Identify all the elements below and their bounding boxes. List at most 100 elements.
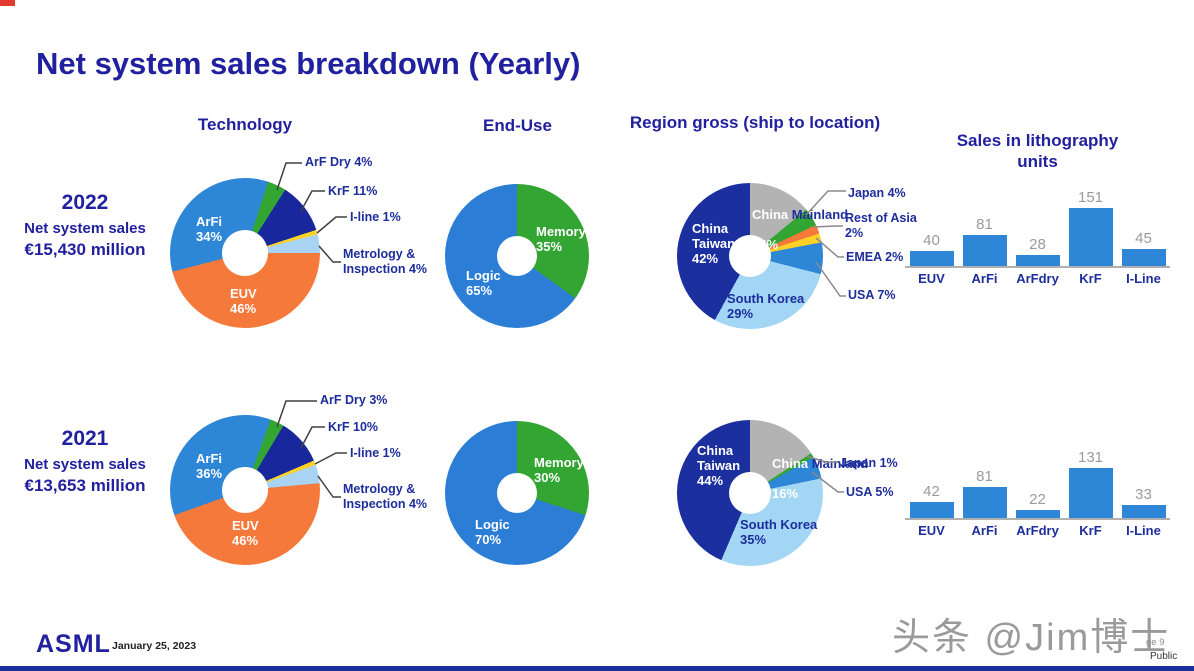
leader-line xyxy=(316,216,347,234)
bar xyxy=(1068,208,1113,266)
footer-date: January 25, 2023 xyxy=(112,640,197,652)
column-header-region: Region gross (ship to location) xyxy=(629,113,881,132)
technology-pie-2021-hole xyxy=(222,467,268,513)
region-pie-2021-hole xyxy=(729,472,771,514)
region-2021-usa-callout: USA 5% xyxy=(846,485,894,499)
technology-2022-iline-callout: I-line 1% xyxy=(350,210,401,224)
page-number: ge 9 xyxy=(1146,637,1165,648)
net-system-sales-label-2021: Net system sales xyxy=(24,456,146,473)
bar-category-label: ArFi xyxy=(971,523,998,538)
bar-column: 81 xyxy=(958,468,1011,518)
bar-category-label: KrF xyxy=(1079,523,1102,538)
bar xyxy=(1121,505,1166,518)
bar xyxy=(1015,255,1060,266)
leader-line xyxy=(314,452,347,465)
bar-value-label: 81 xyxy=(976,468,993,485)
bar xyxy=(1121,249,1166,266)
net-system-sales-label-2022: Net system sales xyxy=(24,220,146,237)
litho-units-bar-chart-2022: 40 81 28 151 45 xyxy=(905,186,1170,268)
column-header-technology: Technology xyxy=(197,115,293,134)
year-2022: 2022 xyxy=(61,191,109,214)
bar xyxy=(962,235,1007,266)
technology-2022-arf-dry-callout: ArF Dry 4% xyxy=(305,155,373,169)
region-pie-2022-hole xyxy=(729,235,771,277)
end-use-2021-memory-label: Memory 30% xyxy=(534,455,584,485)
bar-category-label: ArFdry xyxy=(1016,271,1059,286)
end-use-pie-2022-hole xyxy=(497,236,537,276)
end-use-2021-logic-label: Logic 70% xyxy=(475,517,510,547)
corner-red-mark xyxy=(0,0,15,6)
technology-2022-metrology-callout: Metrology & Inspection 4% xyxy=(343,247,428,276)
bar-category-label: I-Line xyxy=(1126,271,1161,286)
bar-category-label: EUV xyxy=(918,523,945,538)
bottom-navy-bar xyxy=(0,666,1194,671)
bar-value-label: 28 xyxy=(1029,236,1046,253)
region-2022-china-word: China xyxy=(752,207,789,222)
end-use-2022-memory-label: Memory 35% xyxy=(536,224,586,254)
bar-column: 45 xyxy=(1117,230,1170,266)
technology-2022-arfi-label: ArFi 34% xyxy=(196,214,223,244)
litho-units-bar-chart-2021: 42 81 22 131 33 xyxy=(905,438,1170,520)
technology-2021-krf-callout: KrF 10% xyxy=(328,420,379,434)
litho-units-bar-categories-2021: EUV ArFi ArFdry KrF I-Line xyxy=(905,523,1170,538)
technology-2021-euv-label: EUV 46% xyxy=(232,518,259,548)
technology-2021-iline-callout: I-line 1% xyxy=(350,446,401,460)
technology-2022-krf-callout: KrF 11% xyxy=(328,184,378,198)
year-2021: 2021 xyxy=(61,427,109,450)
litho-units-bar-categories-2022: EUV ArFi ArFdry KrF I-Line xyxy=(905,271,1170,286)
bar-category-label: EUV xyxy=(918,271,945,286)
watermark: 头条 @Jim博士 xyxy=(892,617,1171,659)
bar-value-label: 22 xyxy=(1029,491,1046,508)
region-2022-emea-callout: EMEA 2% xyxy=(846,250,904,264)
region-2022-rest-of-asia-callout: Rest of Asia 2% xyxy=(845,211,917,240)
region-2022-mainland-word: Mainland xyxy=(791,207,849,222)
column-header-end-use: End-Use xyxy=(483,116,552,135)
bar-column: 151 xyxy=(1064,189,1117,266)
bar-column: 81 xyxy=(958,216,1011,266)
bar-category-label: ArFdry xyxy=(1016,523,1059,538)
bar-value-label: 40 xyxy=(923,232,940,249)
region-2022-south-korea-label: South Korea 29% xyxy=(727,291,805,321)
region-2021-south-korea-label: South Korea 35% xyxy=(740,517,818,547)
bar xyxy=(1015,510,1060,518)
region-2021-china-taiwan-label: China Taiwan 44% xyxy=(697,443,741,488)
end-use-pie-2021-hole xyxy=(497,473,537,513)
bar-value-label: 151 xyxy=(1077,189,1104,206)
bar-column: 131 xyxy=(1064,449,1117,518)
region-2021-mainland-pct: 16% xyxy=(772,486,799,501)
region-2021-japan-callout: Japan 1% xyxy=(840,456,898,470)
bar-column: 40 xyxy=(905,232,958,266)
page-title: Net system sales breakdown (Yearly) xyxy=(36,46,581,81)
classification-label: Public xyxy=(1150,651,1178,662)
leader-line xyxy=(276,162,302,191)
leader-line xyxy=(318,245,341,263)
bar-value-label: 45 xyxy=(1135,230,1152,247)
technology-2021-metrology-callout: Metrology & Inspection 4% xyxy=(343,482,428,511)
bar-category-label: I-Line xyxy=(1126,523,1161,538)
region-2022-mainland-pct: 14% xyxy=(752,237,779,252)
bar-column: 42 xyxy=(905,483,958,518)
net-system-sales-amount-2021: €13,653 million xyxy=(24,476,146,495)
technology-pie-2022-hole xyxy=(222,230,268,276)
technology-2021-arf-dry-callout: ArF Dry 3% xyxy=(320,393,388,407)
region-2022-china-taiwan-label: China Taiwan 42% xyxy=(692,221,736,266)
bar xyxy=(909,502,954,518)
bar-value-label: 131 xyxy=(1077,449,1104,466)
bar-column: 33 xyxy=(1117,486,1170,518)
leader-line xyxy=(276,400,317,428)
bar xyxy=(962,487,1007,518)
bar-value-label: 33 xyxy=(1135,486,1152,503)
leader-line xyxy=(317,475,341,498)
end-use-2022-logic-label: Logic 65% xyxy=(466,268,501,298)
asml-logo: ASML xyxy=(36,630,111,658)
bar-column: 22 xyxy=(1011,491,1064,518)
bar-category-label: ArFi xyxy=(971,271,998,286)
bar-value-label: 81 xyxy=(976,216,993,233)
net-system-sales-amount-2022: €15,430 million xyxy=(24,240,146,259)
region-2021-china-word: China xyxy=(772,456,809,471)
bar-category-label: KrF xyxy=(1079,271,1102,286)
technology-2022-euv-label: EUV 46% xyxy=(230,286,257,316)
column-header-litho-units: Sales in lithography units xyxy=(956,131,1119,171)
